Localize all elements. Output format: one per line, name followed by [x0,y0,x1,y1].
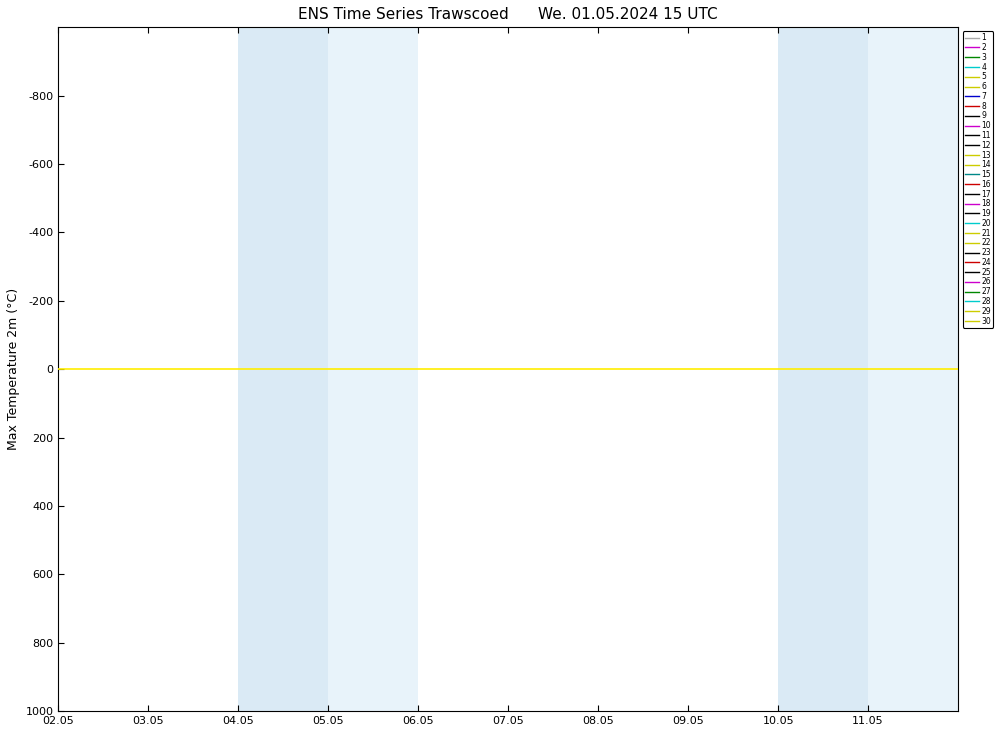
Bar [238,27,328,711]
Y-axis label: Max Temperature 2m (°C): Max Temperature 2m (°C) [7,288,20,450]
Bar [868,27,958,711]
Bar [328,27,418,711]
Bar [778,27,868,711]
Legend: 1, 2, 3, 4, 5, 6, 7, 8, 9, 10, 11, 12, 13, 14, 15, 16, 17, 18, 19, 20, 21, 22, 2: 1, 2, 3, 4, 5, 6, 7, 8, 9, 10, 11, 12, 1… [963,31,993,328]
Title: ENS Time Series Trawscoed      We. 01.05.2024 15 UTC: ENS Time Series Trawscoed We. 01.05.2024… [298,7,718,22]
